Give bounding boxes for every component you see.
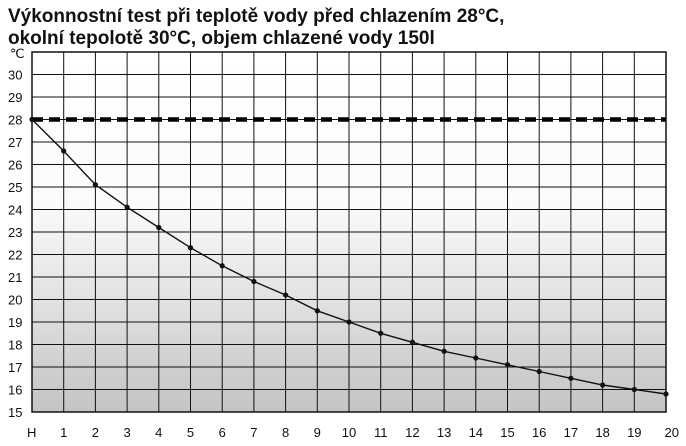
plot-frame <box>31 51 667 413</box>
x-tick-label: 3 <box>123 425 130 440</box>
x-tick-label: 20 <box>665 425 679 440</box>
x-tick-label: 6 <box>219 425 226 440</box>
y-axis-unit-label: ℃ <box>10 46 25 61</box>
y-tick-label: 23 <box>8 225 22 240</box>
chart-title: Výkonnostní test při teplotě vody před c… <box>8 6 504 50</box>
y-tick-label: 18 <box>8 338 22 353</box>
data-point <box>441 348 447 354</box>
chart-title-line-1: Výkonnostní test při teplotě vody před c… <box>8 6 505 27</box>
data-point <box>536 368 542 375</box>
y-axis-labels: ℃ 30 29 28 27 26 25 24 23 22 21 20 19 18 17 16 15 <box>8 46 25 420</box>
data-point <box>156 224 162 231</box>
data-point <box>219 263 225 269</box>
data-point <box>568 375 574 381</box>
y-tick-label: 25 <box>8 180 22 195</box>
x-tick-label: 10 <box>342 425 356 440</box>
data-point <box>283 292 289 298</box>
data-point <box>251 278 257 285</box>
data-point <box>600 382 606 388</box>
x-tick-label: 8 <box>282 425 289 440</box>
data-point <box>92 182 98 188</box>
x-tick-label: 14 <box>469 425 483 440</box>
x-tick-label: 17 <box>564 425 578 440</box>
x-tick-label: H <box>27 425 36 440</box>
data-point <box>663 391 669 397</box>
y-tick-label: 20 <box>8 293 22 308</box>
x-tick-label: 12 <box>405 425 419 440</box>
data-point <box>124 204 130 210</box>
chart-title-line-2: okolní tepolotě 30°C, objem chlazené vod… <box>8 28 435 49</box>
x-tick-label: 13 <box>437 425 451 440</box>
y-tick-label: 26 <box>8 158 22 173</box>
y-tick-label: 22 <box>8 248 22 263</box>
data-point <box>631 386 637 393</box>
y-tick-label: 29 <box>8 90 22 105</box>
data-point <box>378 330 384 336</box>
x-tick-label: 5 <box>187 425 194 440</box>
y-tick-label: 27 <box>8 135 22 150</box>
y-tick-label: 16 <box>8 383 22 398</box>
x-tick-label: 16 <box>532 425 546 440</box>
x-tick-label: 15 <box>500 425 514 440</box>
y-tick-label: 30 <box>8 68 22 83</box>
data-point <box>346 319 352 325</box>
x-tick-label: 2 <box>92 425 99 440</box>
series-group <box>29 116 669 397</box>
x-tick-label: 19 <box>627 425 641 440</box>
data-point <box>504 362 511 368</box>
x-tick-label: 11 <box>374 425 388 440</box>
data-point <box>314 308 320 314</box>
x-axis-labels: H 1 2 3 4 5 6 7 8 9 10 11 12 13 14 15 16 17 18 19 20 <box>27 425 679 440</box>
data-point <box>409 339 415 345</box>
y-tick-label: 28 <box>8 113 22 128</box>
x-tick-label: 9 <box>314 425 321 440</box>
y-tick-label: 24 <box>8 203 22 218</box>
data-point <box>473 355 479 361</box>
x-tick-label: 7 <box>250 425 257 440</box>
x-tick-label: 18 <box>595 425 609 440</box>
x-tick-label: 1 <box>60 425 67 440</box>
y-tick-label: 17 <box>8 360 22 375</box>
y-tick-label: 21 <box>8 270 22 285</box>
y-tick-label: 19 <box>8 315 22 330</box>
grid <box>31 51 667 413</box>
x-tick-label: 4 <box>155 425 162 440</box>
y-tick-label: 15 <box>8 405 22 420</box>
data-point <box>187 245 194 251</box>
data-point <box>61 148 67 154</box>
data-point <box>29 116 35 123</box>
